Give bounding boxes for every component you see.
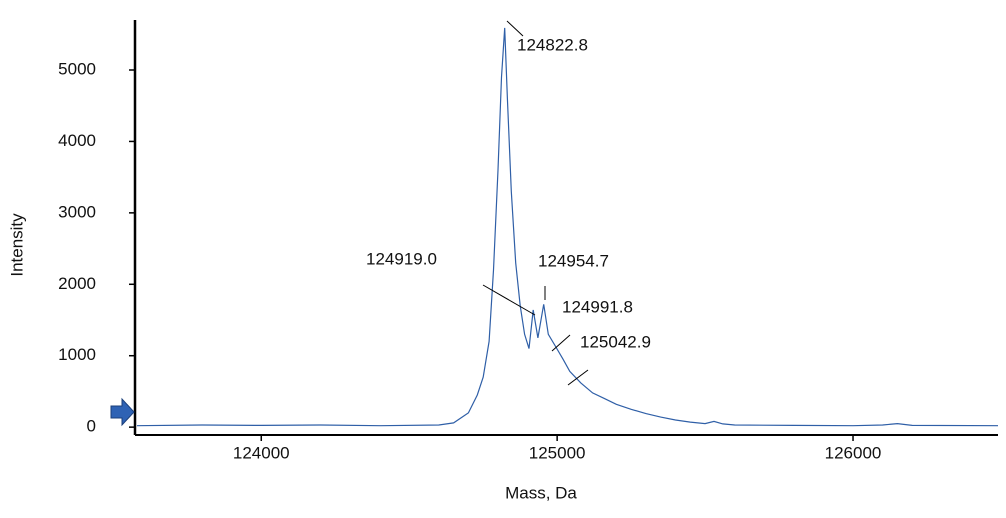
annotation-leader [482, 284, 536, 316]
peak-annotation: 124822.8 [517, 35, 588, 54]
baseline-arrow-icon [110, 397, 135, 427]
peak-annotation: 124919.0 [366, 249, 437, 268]
annotation-leader [506, 20, 524, 37]
y-axis-label: Intensity [7, 213, 26, 277]
peak-annotation: 124991.8 [562, 297, 633, 316]
peak-annotation: 125042.9 [580, 332, 651, 351]
y-tick-label: 1000 [58, 345, 96, 364]
annotation-leader [567, 369, 589, 386]
x-axis-label: Mass, Da [505, 483, 577, 502]
spectrum-line [136, 27, 999, 427]
y-tick-label: 2000 [58, 274, 96, 293]
annotation-leader [551, 334, 571, 352]
x-tick-label: 124000 [233, 443, 290, 462]
y-tick-label: 3000 [58, 202, 96, 221]
y-tick-label: 0 [87, 417, 96, 436]
y-tick-label: 5000 [58, 59, 96, 78]
peak-annotation: 124954.7 [538, 251, 609, 270]
x-tick-label: 126000 [825, 443, 882, 462]
y-tick-label: 4000 [58, 131, 96, 150]
x-tick-label: 125000 [529, 443, 586, 462]
